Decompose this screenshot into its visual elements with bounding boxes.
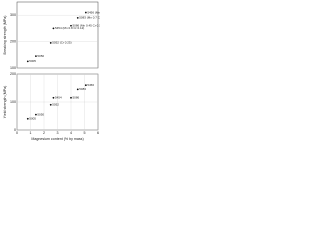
point <box>49 103 52 106</box>
y-tick-label: 300 <box>10 13 16 17</box>
point <box>76 88 79 91</box>
point <box>49 42 52 44</box>
point-label: 5050 <box>37 112 44 116</box>
point-label: 5050 <box>37 54 44 58</box>
point <box>35 113 37 116</box>
point <box>52 27 55 30</box>
point-label: 5454 <box>55 96 62 100</box>
y-tick-label: 100 <box>10 66 16 70</box>
x-tick-label: 5 <box>84 131 86 135</box>
point <box>70 24 72 27</box>
x-tick-label: 6 <box>97 131 99 135</box>
point-label: 5454 (Mn 0.8 Cr 0.12) <box>55 26 84 30</box>
point <box>35 55 37 58</box>
point-label: 5083 <box>79 87 86 91</box>
y-tick-label: 0 <box>14 128 16 132</box>
point-label: 5083 (Mn 0.7 Cr 0.15) <box>79 16 100 20</box>
x-tick-label: 3 <box>57 131 59 135</box>
y-tick-label: 200 <box>10 40 16 44</box>
x-axis-label: Magnesium content (% by mass) <box>31 137 83 141</box>
point-label: 5456 <box>87 83 94 87</box>
point <box>84 84 87 87</box>
point-label: 5005 <box>29 117 36 121</box>
point <box>70 96 72 99</box>
point-label: 5456 (Mn 0.75 Cr 0.12) <box>87 10 100 14</box>
x-tick-label: 1 <box>30 131 32 135</box>
point-label: 5052 <box>52 103 59 107</box>
x-tick-label: 0 <box>16 131 18 135</box>
point <box>52 96 55 99</box>
point-label: 5052 (Cr 0.25) <box>52 41 71 45</box>
x-tick-label: 2 <box>43 131 45 135</box>
y-axis-label: Breaking strength (MPa) <box>3 16 7 55</box>
point-label: 5005 <box>29 59 36 63</box>
y-tick-label: 200 <box>10 72 16 76</box>
point <box>26 60 29 63</box>
point <box>76 16 79 19</box>
point-label: 5086 (Mn 0.45 Cr 0.15) <box>73 24 101 28</box>
x-tick-label: 4 <box>70 131 72 135</box>
y-tick-label: 100 <box>10 100 16 104</box>
point <box>26 117 29 120</box>
point-label: 5086 <box>73 96 80 100</box>
y-axis-label: Yield strength (MPa) <box>3 86 7 119</box>
point <box>84 11 87 14</box>
